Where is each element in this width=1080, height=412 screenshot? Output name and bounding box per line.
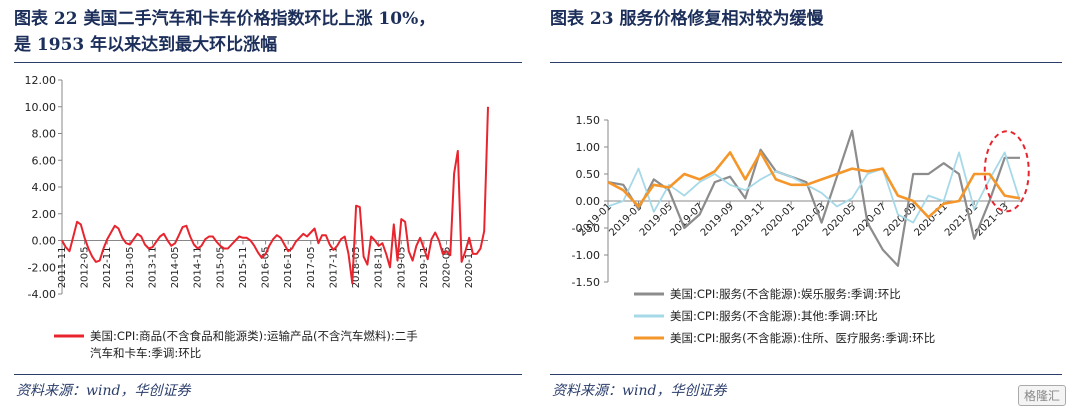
left-x-tick-label: 2020-11 xyxy=(464,247,475,289)
left-x-tick-label: 2016-05 xyxy=(261,247,272,289)
left-title-line1: 图表 22 美国二手汽车和卡车价格指数环比上涨 10%， xyxy=(14,9,436,29)
left-y-tick-label: 12.00 xyxy=(25,74,57,87)
right-y-tick-label: 0.50 xyxy=(576,168,601,181)
left-x-tick-label: 2013-05 xyxy=(125,247,136,289)
left-title-line2: 是 1953 年以来达到最大环比涨幅 xyxy=(14,35,278,55)
left-top-rule xyxy=(14,62,522,63)
left-x-tick-label: 2015-11 xyxy=(238,247,249,289)
left-y-tick-label: 6.00 xyxy=(32,154,57,167)
right-legend-label-1: 美国:CPI:服务(不含能源):娱乐服务:季调:环比 xyxy=(670,287,901,301)
right-bottom-rule xyxy=(550,374,1062,375)
left-x-tick-label: 2018-05 xyxy=(351,247,362,289)
left-y-tick-label: 4.00 xyxy=(32,181,57,194)
right-y-tick-label: 1.00 xyxy=(576,141,601,154)
left-x-tick-label: 2018-11 xyxy=(374,247,385,289)
left-x-tick-label: 2014-05 xyxy=(170,247,181,289)
right-highlight-ellipse xyxy=(983,130,1030,213)
left-bottom-rule xyxy=(14,374,522,375)
right-legend-label-3: 美国:CPI:服务(不含能源):住所、医疗服务:季调:环比 xyxy=(670,331,935,345)
left-x-tick-label: 2015-05 xyxy=(215,247,226,289)
left-x-tick-label: 2013-11 xyxy=(147,247,158,289)
right-y-tick-label: -0.50 xyxy=(572,222,600,235)
right-top-rule xyxy=(550,62,1062,63)
left-x-tick-label: 2017-11 xyxy=(328,247,339,289)
right-chart: 1.501.000.500.00-0.50-1.00-1.502019-0120… xyxy=(572,114,1030,345)
left-x-tick-label: 2012-05 xyxy=(80,247,91,289)
left-y-tick-label: -4.00 xyxy=(28,288,56,301)
right-series-line-1 xyxy=(607,129,1020,267)
right-series-line-3 xyxy=(607,151,1021,219)
right-x-tick-label: 2021-03 xyxy=(974,201,1011,238)
right-y-tick-label: -1.50 xyxy=(572,276,600,289)
left-x-tick-label: 2019-11 xyxy=(419,247,430,289)
left-y-tick-label: 0.00 xyxy=(32,235,57,248)
left-x-tick-label: 2017-05 xyxy=(306,247,317,289)
left-x-tick-label: 2020-05 xyxy=(442,247,453,289)
left-legend-label-line2: 汽车和卡车:季调:环比 xyxy=(90,346,201,360)
right-y-tick-label: 1.50 xyxy=(576,114,601,127)
right-y-tick-label: 0.00 xyxy=(576,195,601,208)
right-source: 资料来源：wind，华创证券 xyxy=(552,383,727,399)
left-x-tick-label: 2012-11 xyxy=(102,247,113,289)
right-title-line1: 图表 23 服务价格修复相对较为缓慢 xyxy=(550,9,824,29)
watermark-logo: 格隆汇 xyxy=(1017,385,1066,406)
left-x-tick-label: 2019-05 xyxy=(396,247,407,289)
right-series-line-2 xyxy=(607,151,1021,224)
right-y-tick-label: -1.00 xyxy=(572,249,600,262)
left-y-tick-label: 2.00 xyxy=(32,208,57,221)
left-y-tick-label: 8.00 xyxy=(32,128,57,141)
left-chart: 12.00 10.00 8.00 6.00 4.00 2.00 0.00 -2.00 -4.00… xyxy=(25,74,489,360)
left-y-tick-label: 10.00 xyxy=(25,101,57,114)
right-legend-label-2: 美国:CPI:服务(不含能源):其他:季调:环比 xyxy=(670,309,878,323)
left-series-line xyxy=(61,106,489,285)
left-x-tick-label: 2016-11 xyxy=(283,247,294,289)
left-legend-label-line1: 美国:CPI:商品(不含食品和能源类):运输产品(不含汽车燃料):二手 xyxy=(90,329,418,343)
left-source: 资料来源：wind，华创证券 xyxy=(16,383,191,399)
left-x-tick-label: 2014-11 xyxy=(193,247,204,289)
left-x-tick-label: 2011-11 xyxy=(57,247,68,289)
left-y-tick-label: -2.00 xyxy=(28,261,56,274)
